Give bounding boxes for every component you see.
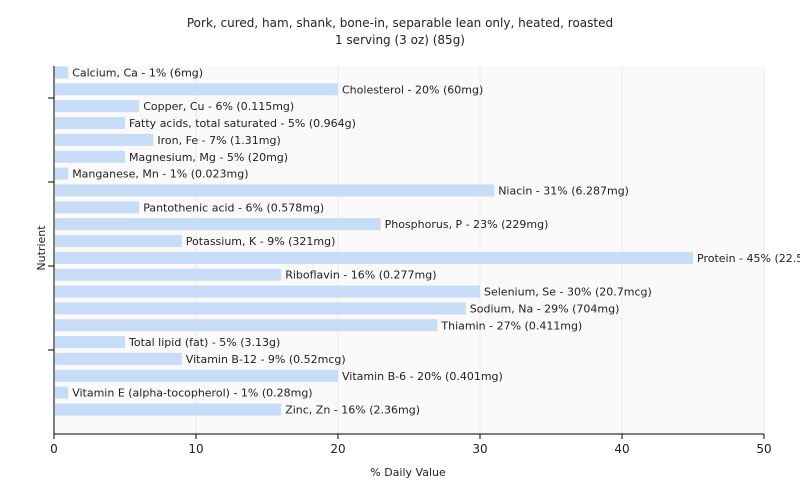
bar [55, 352, 182, 365]
bar-label: Magnesium, Mg - 5% (20mg) [129, 151, 288, 164]
chart-subtitle: 1 serving (3 oz) (85g) [335, 33, 465, 47]
bar-label: Copper, Cu - 6% (0.115mg) [143, 100, 294, 113]
bar-label: Zinc, Zn - 16% (2.36mg) [285, 404, 420, 417]
bar [55, 285, 480, 298]
bar [55, 403, 282, 416]
x-axis-label: % Daily Value [370, 466, 446, 479]
bar-label: Phosphorus, P - 23% (229mg) [385, 218, 549, 231]
bar-label: Iron, Fe - 7% (1.31mg) [157, 134, 280, 147]
x-tick-label: 10 [188, 442, 203, 456]
bar [55, 184, 495, 197]
bar-label: Protein - 45% (22.52g) [697, 252, 800, 265]
x-tick-label: 0 [50, 442, 58, 456]
bar-label: Cholesterol - 20% (60mg) [342, 83, 483, 96]
bar-label: Vitamin B-12 - 9% (0.52mcg) [186, 353, 346, 366]
bar [55, 302, 466, 315]
bar-label: Selenium, Se - 30% (20.7mcg) [484, 286, 652, 299]
x-tick-label: 20 [330, 442, 345, 456]
y-axis-label: Nutrient [35, 225, 48, 271]
bar [55, 117, 125, 130]
bar [55, 235, 182, 247]
bar-label: Sodium, Na - 29% (704mg) [470, 302, 620, 315]
bar [55, 336, 125, 349]
bar-label: Fatty acids, total saturated - 5% (0.964… [129, 117, 356, 130]
bar [55, 386, 69, 399]
bar [55, 167, 69, 180]
bar-label: Potassium, K - 9% (321mg) [186, 235, 336, 248]
bar [55, 66, 69, 79]
x-tick-label: 40 [614, 442, 629, 456]
bar-label: Vitamin B-6 - 20% (0.401mg) [342, 370, 503, 383]
bar [55, 268, 282, 281]
axes: 0 10 20 30 40 50 [48, 66, 772, 456]
bar-label: Manganese, Mn - 1% (0.023mg) [72, 168, 248, 181]
bar [55, 251, 693, 264]
x-tick-label: 30 [472, 442, 487, 456]
bar [55, 100, 140, 113]
bar-label: Vitamin E (alpha-tocopherol) - 1% (0.28m… [72, 387, 312, 400]
bar [55, 319, 438, 332]
bar [55, 201, 140, 214]
bar [55, 150, 125, 163]
bar [55, 83, 338, 96]
bar [55, 133, 154, 146]
bar-label: Riboflavin - 16% (0.277mg) [285, 269, 436, 282]
bar-label: Thiamin - 27% (0.411mg) [440, 319, 582, 332]
bar-label: Pantothenic acid - 6% (0.578mg) [143, 201, 324, 214]
bar-label: Calcium, Ca - 1% (6mg) [72, 67, 203, 80]
chart-title: Pork, cured, ham, shank, bone-in, separa… [187, 16, 613, 30]
bars: Calcium, Ca - 1% (6mg) Cholesterol - 20% … [55, 66, 800, 417]
x-tick-label: 50 [756, 442, 771, 456]
bar-label: Total lipid (fat) - 5% (3.13g) [128, 336, 280, 349]
bar [55, 218, 381, 231]
bar [55, 369, 338, 382]
bar-label: Niacin - 31% (6.287mg) [498, 184, 629, 197]
